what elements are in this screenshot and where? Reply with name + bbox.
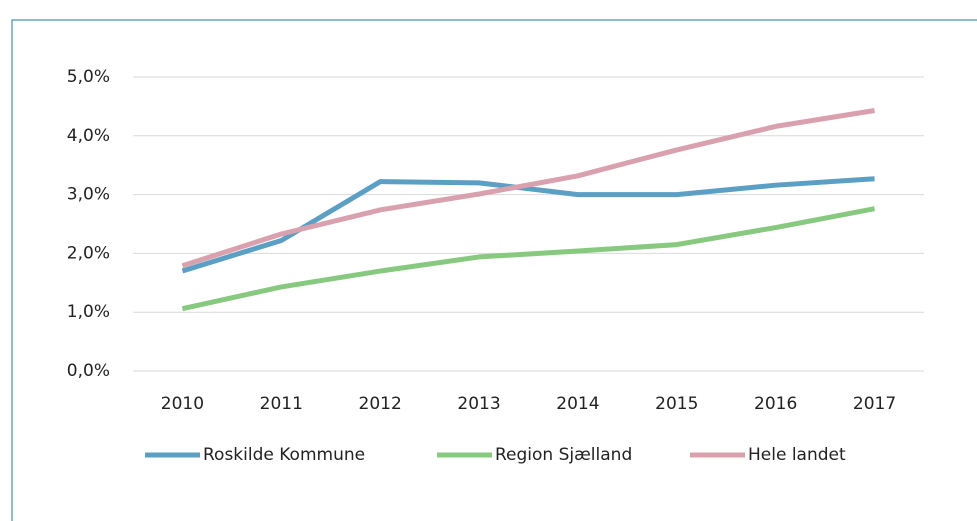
legend-label: Roskilde Kommune xyxy=(203,445,365,465)
x-tick-label: 2016 xyxy=(754,394,797,414)
series-line xyxy=(181,206,876,312)
y-tick-label: 3,0% xyxy=(67,185,110,205)
x-tick-label: 2015 xyxy=(655,394,698,414)
y-tick-label: 2,0% xyxy=(67,243,110,263)
x-tick-label: 2010 xyxy=(161,394,204,414)
series-line xyxy=(181,108,875,269)
series-line xyxy=(181,176,875,274)
x-tick-label: 2011 xyxy=(260,394,303,414)
y-tick-label: 1,0% xyxy=(67,302,110,322)
y-tick-label: 4,0% xyxy=(67,126,110,146)
y-tick-label: 0,0% xyxy=(67,361,110,381)
frame xyxy=(11,19,977,521)
y-tick-label: 5,0% xyxy=(67,67,110,87)
legend-label: Region Sjælland xyxy=(495,445,632,465)
legend-label: Hele landet xyxy=(748,445,846,465)
x-tick-label: 2014 xyxy=(556,394,599,414)
x-tick-label: 2013 xyxy=(457,394,500,414)
x-tick-label: 2017 xyxy=(853,394,896,414)
x-tick-label: 2012 xyxy=(359,394,402,414)
